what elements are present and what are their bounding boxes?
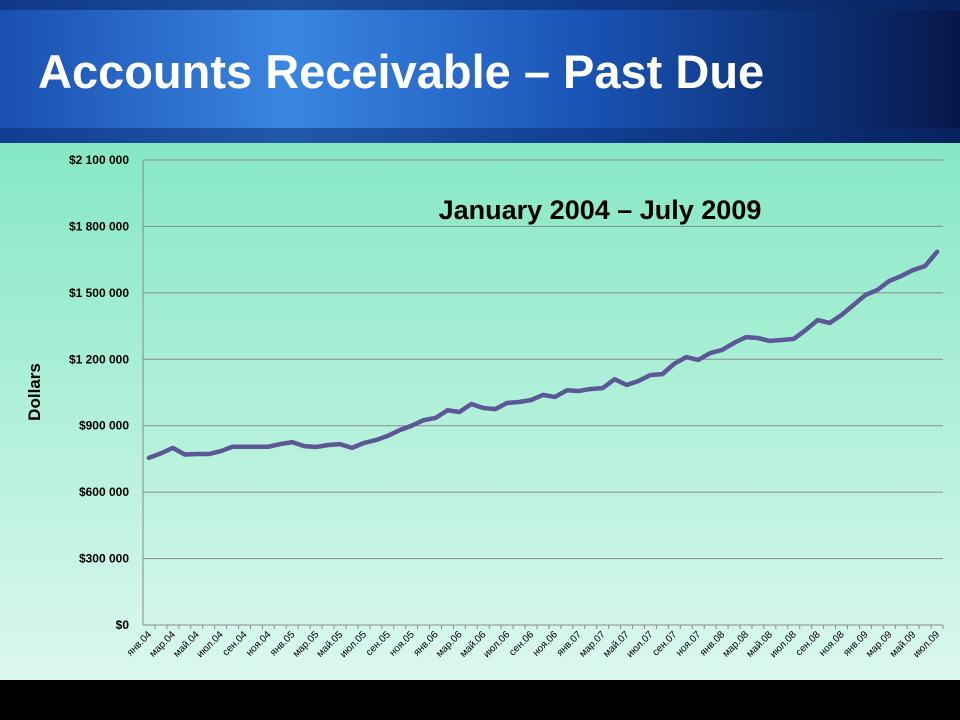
footer-band	[0, 680, 960, 720]
y-tick-label: $900 000	[79, 419, 129, 433]
y-tick-label: $600 000	[79, 485, 129, 499]
y-tick-label: $0	[116, 618, 130, 632]
y-tick-label: $1 500 000	[69, 286, 129, 300]
header-band	[0, 0, 960, 143]
y-tick-label: $2 100 000	[69, 153, 129, 167]
y-tick-label: $300 000	[79, 552, 129, 566]
data-line	[146, 249, 940, 461]
y-tick-label: $1 800 000	[69, 219, 129, 233]
y-axis-title: Dollars	[25, 363, 44, 421]
y-tick-label: $1 200 000	[69, 352, 129, 366]
annotation: January 2004 – July 2009	[439, 195, 762, 225]
chart-background	[0, 143, 960, 680]
header-top-strip	[0, 0, 960, 10]
header-bottom-strip	[0, 128, 960, 143]
slide-title: Accounts Receivable – Past Due	[38, 45, 764, 98]
